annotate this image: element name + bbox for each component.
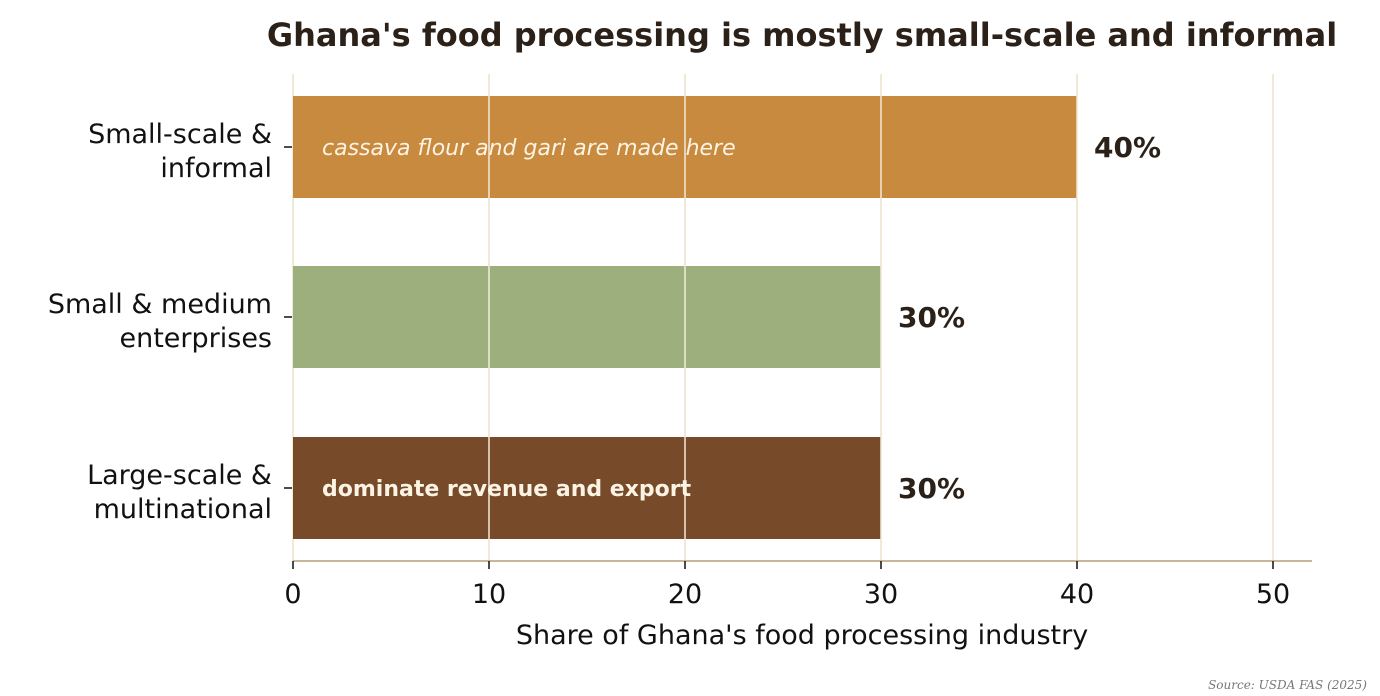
chart-title: Ghana's food processing is mostly small-… [267, 16, 1337, 54]
value-label-2: 30% [898, 472, 965, 505]
bars-group [293, 96, 1077, 539]
category-label-0-line2: informal [160, 153, 272, 184]
value-label-1: 30% [898, 301, 965, 334]
value-label-0: 40% [1094, 131, 1161, 164]
x-tick-label-40: 40 [1060, 579, 1094, 610]
bar-annotation-2: dominate revenue and export [322, 477, 692, 502]
grid-lines-overlay [488, 96, 1078, 539]
x-tick-label-10: 10 [472, 579, 506, 610]
value-labels-group: 40% 30% 30% [898, 131, 1161, 505]
x-tick-label-0: 0 [284, 579, 301, 610]
bar-2 [293, 437, 881, 539]
x-tick-label-50: 50 [1256, 579, 1290, 610]
x-axis-label: Share of Ghana's food processing industr… [516, 620, 1088, 651]
bar-1 [293, 266, 881, 368]
category-labels-group: Small-scale &informal Small & mediumenter… [48, 119, 292, 525]
category-label-1-line1: Small & medium [48, 289, 272, 320]
x-tick-label-30: 30 [864, 579, 898, 610]
bar-annotation-0: cassava flour and gari are made here [322, 136, 736, 161]
source-note: Source: USDA FAS (2025) [1208, 678, 1367, 692]
x-axis: 0 10 20 30 40 50 [284, 560, 1312, 610]
category-label-2-line2: multinational [94, 494, 272, 525]
x-tick-label-20: 20 [668, 579, 702, 610]
category-label-2-line1: Large-scale & [87, 460, 272, 491]
category-label-0-line1: Small-scale & [88, 119, 272, 150]
annotations-group: cassava flour and gari are made here domi… [322, 136, 736, 502]
category-label-1-line2: enterprises [119, 323, 272, 354]
